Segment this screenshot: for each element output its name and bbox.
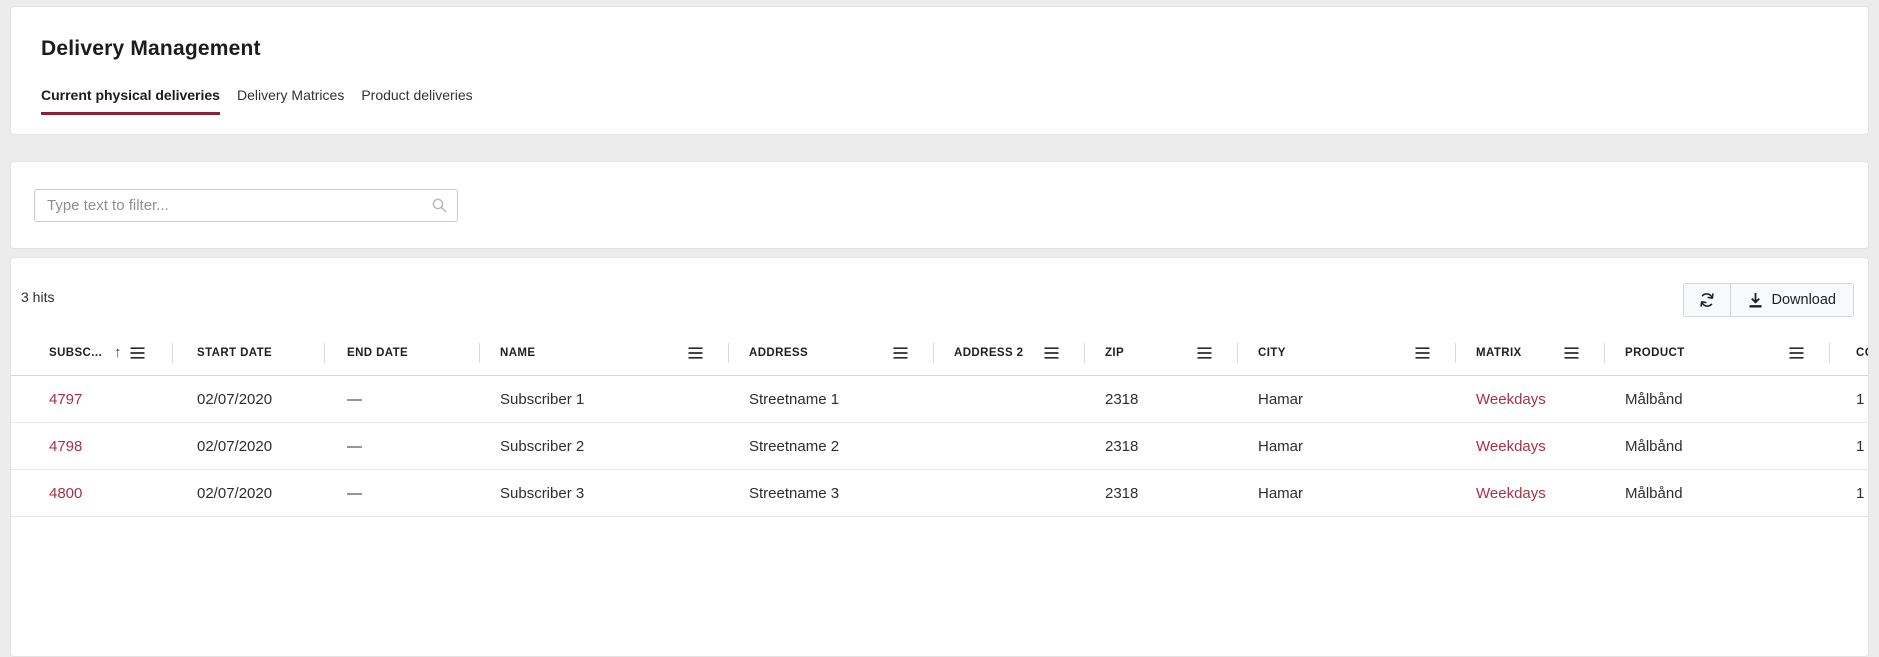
download-label: Download bbox=[1771, 292, 1837, 308]
cell-matrix-link[interactable]: Weekdays bbox=[1476, 437, 1546, 455]
cell-zip: 2318 bbox=[1105, 484, 1139, 502]
hits-count: 3 hits bbox=[21, 289, 55, 305]
cell-product: Målbånd bbox=[1625, 484, 1683, 502]
refresh-icon bbox=[1698, 291, 1716, 309]
results-card: 3 hits bbox=[10, 257, 1869, 657]
tab-bar: Current physical deliveries Delivery Mat… bbox=[41, 87, 1868, 115]
column-menu-icon[interactable] bbox=[893, 346, 908, 359]
table-row: 4800 02/07/2020 — Subscriber 3 Streetnam… bbox=[11, 470, 1868, 517]
cell-zip: 2318 bbox=[1105, 437, 1139, 455]
page: Delivery Management Current physical del… bbox=[0, 6, 1879, 657]
column-header-city[interactable]: CITY bbox=[1238, 330, 1456, 375]
cell-count: 1 bbox=[1856, 484, 1865, 502]
column-menu-icon[interactable] bbox=[1044, 346, 1059, 359]
header-card: Delivery Management Current physical del… bbox=[10, 6, 1869, 135]
refresh-button[interactable] bbox=[1684, 284, 1731, 316]
cell-start-date: 02/07/2020 bbox=[197, 390, 273, 408]
cell-matrix-link[interactable]: Weekdays bbox=[1476, 484, 1546, 502]
column-header-address-2[interactable]: ADDRESS 2 bbox=[934, 330, 1085, 375]
cell-count: 1 bbox=[1856, 437, 1865, 455]
cell-product: Målbånd bbox=[1625, 437, 1683, 455]
cell-zip: 2318 bbox=[1105, 390, 1139, 408]
sort-ascending-icon[interactable]: ↑ bbox=[114, 344, 122, 361]
cell-start-date: 02/07/2020 bbox=[197, 437, 273, 455]
download-icon bbox=[1748, 292, 1763, 308]
filter-search-box bbox=[34, 188, 458, 222]
cell-name: Subscriber 2 bbox=[500, 437, 585, 455]
cell-city: Hamar bbox=[1258, 484, 1304, 502]
column-menu-icon[interactable] bbox=[1789, 346, 1804, 359]
column-header-name[interactable]: NAME bbox=[480, 330, 729, 375]
page-title: Delivery Management bbox=[41, 37, 261, 60]
cell-name: Subscriber 3 bbox=[500, 484, 585, 502]
column-menu-icon[interactable] bbox=[1197, 346, 1212, 359]
tab-product-deliveries[interactable]: Product deliveries bbox=[361, 87, 473, 103]
cell-address: Streetname 3 bbox=[749, 484, 840, 502]
column-header-matrix[interactable]: MATRIX bbox=[1456, 330, 1605, 375]
table-actions: Download bbox=[1682, 283, 1854, 317]
cell-start-date: 02/07/2020 bbox=[197, 484, 273, 502]
cell-end-date: — bbox=[347, 437, 362, 455]
cell-count: 1 bbox=[1856, 390, 1865, 408]
cell-end-date: — bbox=[347, 390, 362, 408]
column-header-start-date[interactable]: START DATE bbox=[173, 330, 325, 375]
column-header-zip[interactable]: ZIP bbox=[1085, 330, 1238, 375]
results-toolbar: 3 hits bbox=[11, 258, 1868, 330]
column-menu-icon[interactable] bbox=[688, 346, 703, 359]
column-header-subscription[interactable]: SUBSC... ↑ bbox=[11, 330, 173, 375]
download-button[interactable]: Download bbox=[1731, 284, 1854, 316]
cell-name: Subscriber 1 bbox=[500, 390, 585, 408]
filter-card bbox=[10, 161, 1869, 249]
column-header-end-date[interactable]: END DATE bbox=[325, 330, 480, 375]
column-header-product[interactable]: PRODUCT bbox=[1605, 330, 1830, 375]
cell-subscription-link[interactable]: 4797 bbox=[49, 390, 83, 408]
tab-current-physical-deliveries[interactable]: Current physical deliveries bbox=[41, 87, 220, 115]
column-header-count-clipped[interactable]: CO bbox=[1856, 346, 1868, 359]
column-menu-icon[interactable] bbox=[130, 346, 145, 359]
cell-end-date: — bbox=[347, 484, 362, 502]
cell-subscription-link[interactable]: 4798 bbox=[49, 437, 83, 455]
column-menu-icon[interactable] bbox=[1415, 346, 1430, 359]
filter-input[interactable] bbox=[34, 188, 458, 222]
cell-city: Hamar bbox=[1258, 437, 1304, 455]
tab-delivery-matrices[interactable]: Delivery Matrices bbox=[236, 87, 345, 103]
cell-address: Streetname 2 bbox=[749, 437, 840, 455]
cell-address: Streetname 1 bbox=[749, 390, 840, 408]
column-header-address[interactable]: ADDRESS bbox=[729, 330, 934, 375]
cell-product: Målbånd bbox=[1625, 390, 1683, 408]
column-menu-icon[interactable] bbox=[1564, 346, 1579, 359]
cell-matrix-link[interactable]: Weekdays bbox=[1476, 390, 1546, 408]
cell-subscription-link[interactable]: 4800 bbox=[49, 484, 83, 502]
cell-city: Hamar bbox=[1258, 390, 1304, 408]
table-row: 4798 02/07/2020 — Subscriber 2 Streetnam… bbox=[11, 423, 1868, 470]
table-header-row: SUBSC... ↑ START DATE END DATE NAME ADDR… bbox=[11, 330, 1868, 376]
table-row: 4797 02/07/2020 — Subscriber 1 Streetnam… bbox=[11, 376, 1868, 423]
